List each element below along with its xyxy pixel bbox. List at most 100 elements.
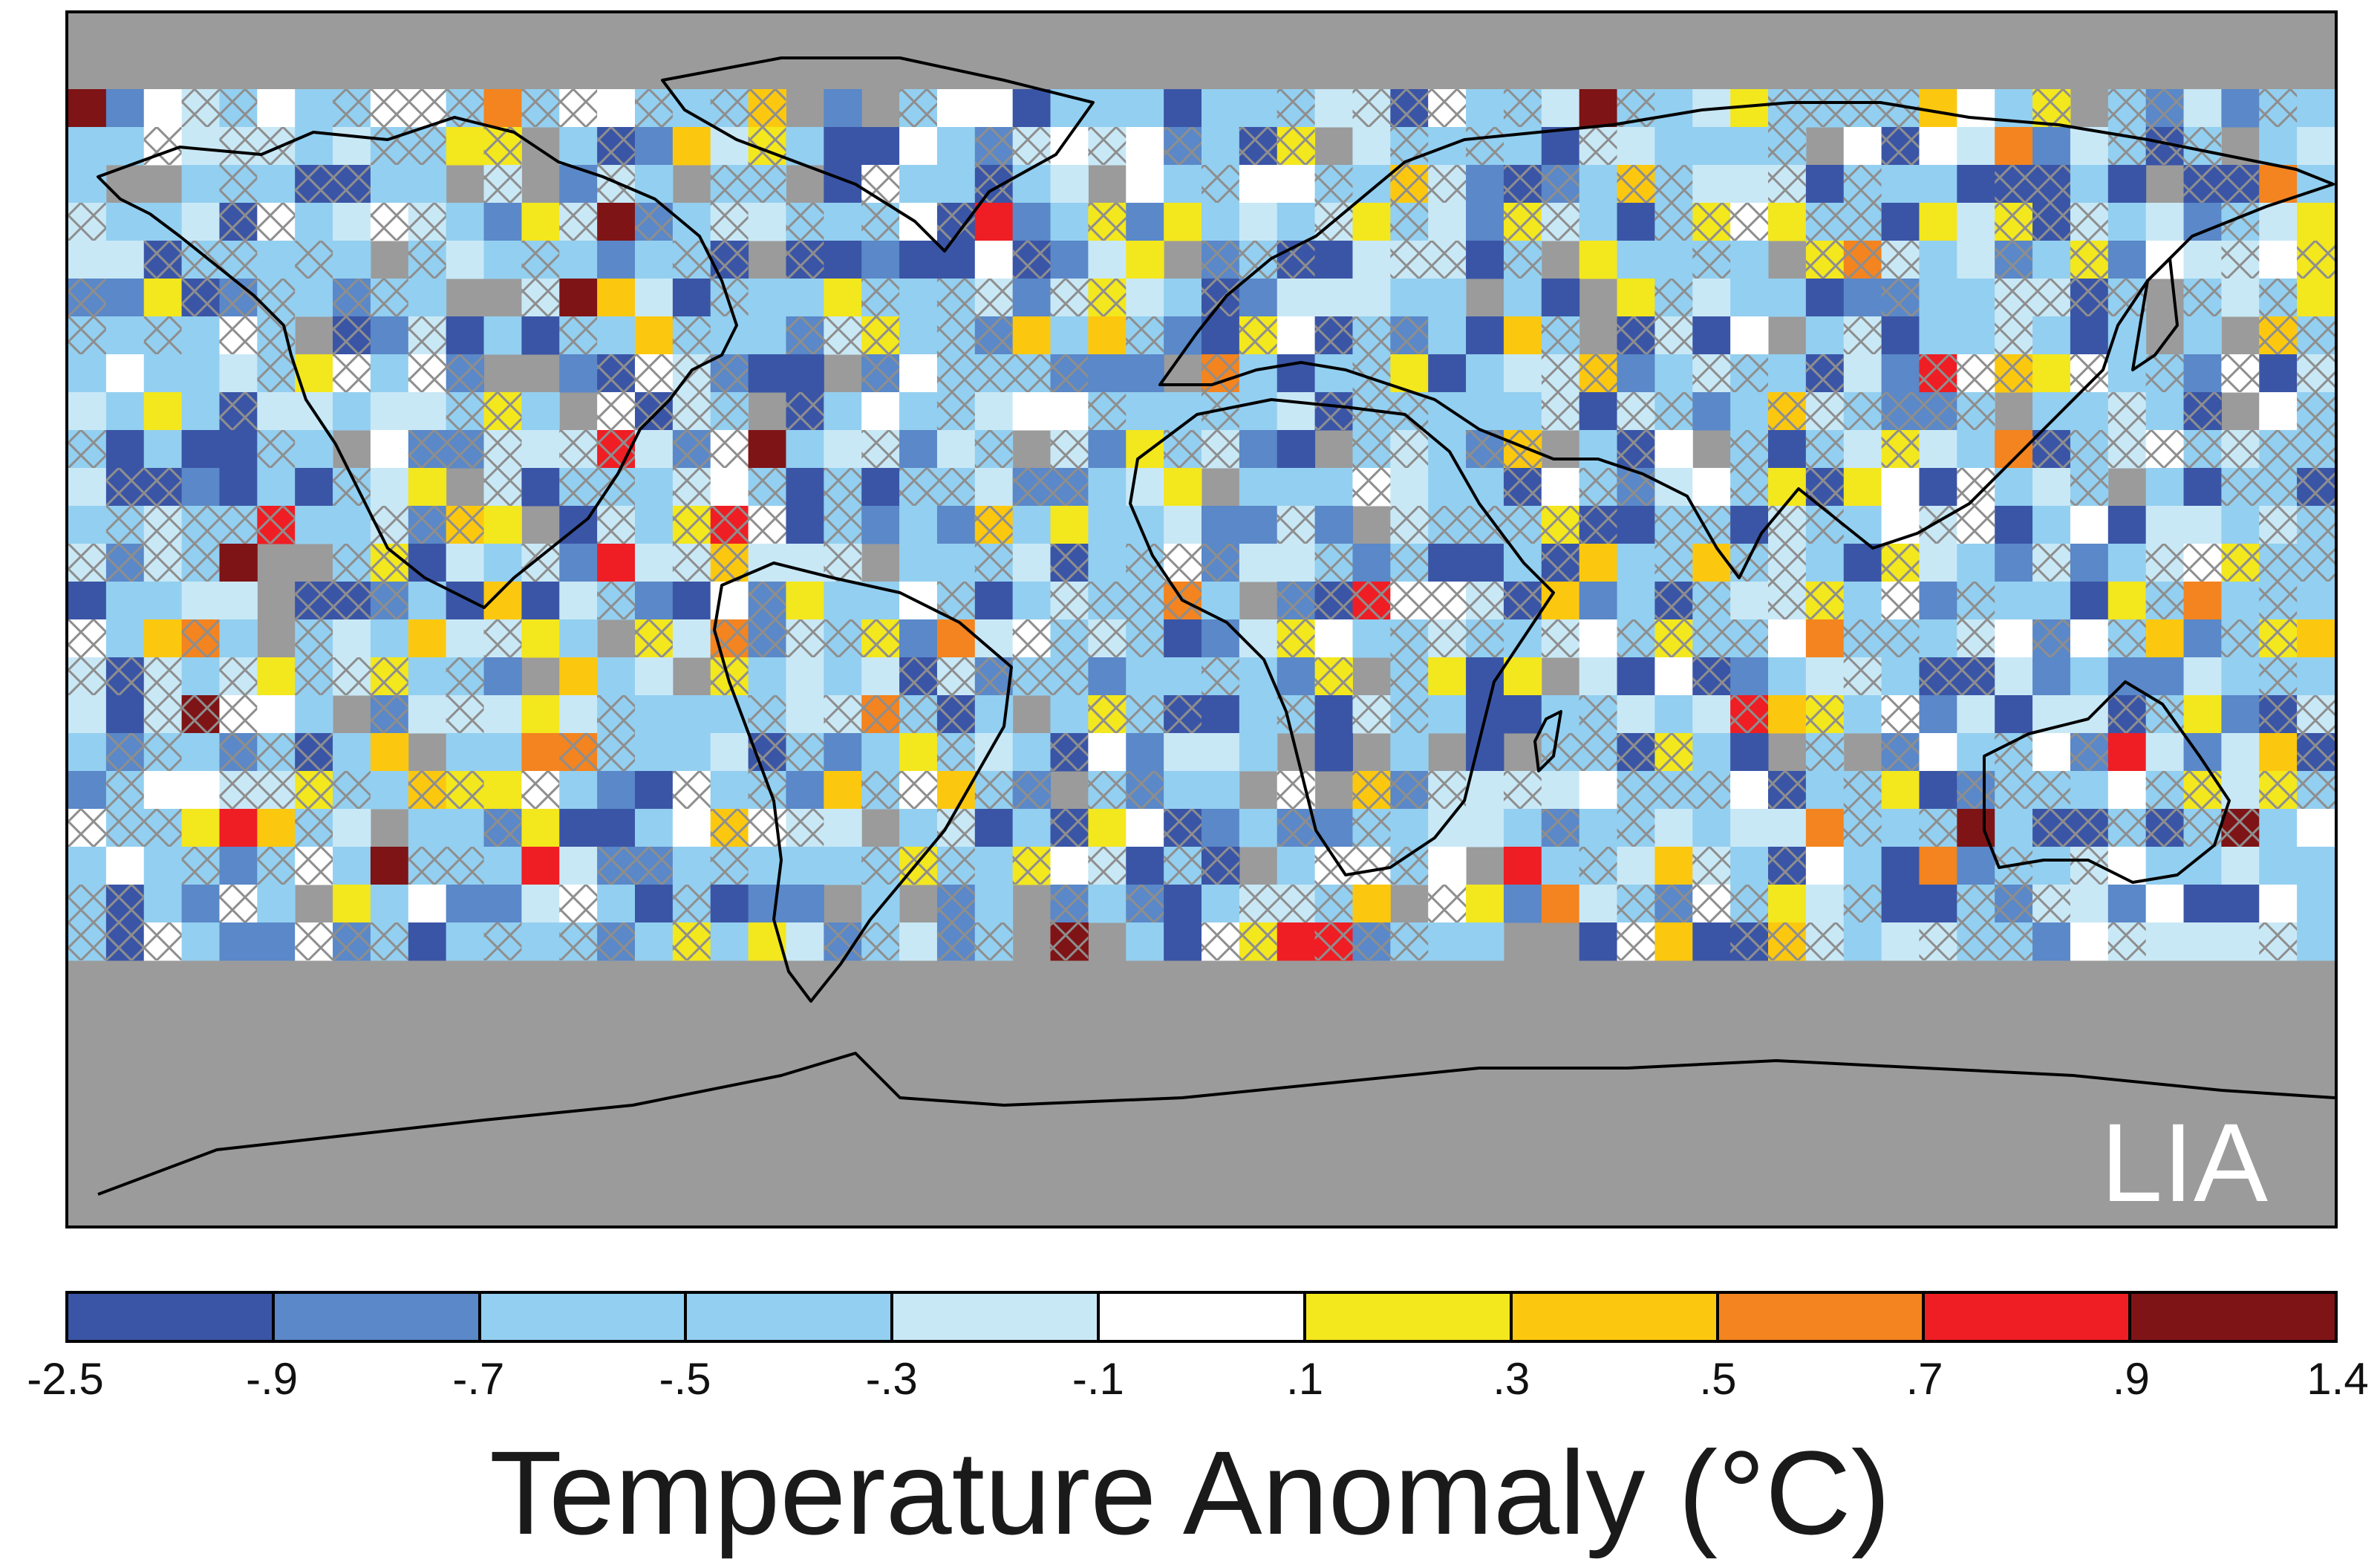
grid-cell (861, 506, 900, 544)
hatch-cell (672, 392, 711, 430)
hatch-cell (181, 279, 220, 316)
hatch-cell (1995, 771, 2033, 809)
grid-cell (1541, 127, 1580, 166)
grid-cell (1352, 203, 1391, 241)
grid-cell (1277, 392, 1316, 431)
hatch-cell (68, 544, 106, 582)
grid-cell (1050, 203, 1089, 241)
grid-cell (1088, 809, 1127, 847)
hatch-cell (1277, 506, 1315, 544)
grid-cell (446, 582, 485, 620)
hatch-cell (333, 165, 371, 203)
grid-cell (2145, 241, 2185, 279)
hatch-cell (1768, 582, 1806, 619)
grid-cell (1088, 430, 1127, 469)
hatch-cell (1050, 354, 1089, 392)
grid-cell (1164, 279, 1202, 317)
grid-cell (597, 279, 636, 317)
hatch-cell (559, 89, 598, 127)
hatch-cell (1692, 847, 1731, 885)
hatch-cell (219, 733, 258, 771)
grid-cell (1164, 506, 1202, 544)
grid-cell (1919, 619, 1957, 658)
hatch-cell (1088, 279, 1127, 316)
hatch-cell (1352, 582, 1391, 619)
hatch-cell (1050, 885, 1089, 922)
grid-cell (2183, 619, 2222, 658)
hatch-cell (1617, 885, 1655, 922)
grid-cell (181, 733, 220, 772)
hatch-cell (1995, 241, 2033, 279)
hatch-cell (1692, 354, 1731, 392)
grid-cell (824, 127, 862, 166)
grid-cell (1957, 241, 1995, 279)
hatch-cell (748, 809, 786, 847)
hatch-cell (936, 922, 975, 960)
hatch-cell (1050, 922, 1089, 960)
hatch-cell (1579, 127, 1617, 165)
grid-cell (2297, 885, 2335, 923)
grid-cell (68, 468, 107, 507)
hatch-cell (483, 392, 522, 430)
hatch-cell (786, 203, 824, 241)
hatch-cell (1730, 468, 1768, 506)
hatch-cell (710, 89, 749, 127)
grid-cell (1805, 619, 1845, 658)
grid-cell (1314, 468, 1353, 507)
hatch-cell (1428, 241, 1467, 279)
grid-cell (1805, 316, 1845, 355)
coastline-antarctica (97, 1052, 2335, 1196)
grid-cell (483, 771, 522, 810)
grid-cell (1654, 430, 1693, 469)
hatch-cell (1314, 165, 1353, 203)
grid-cell (2259, 354, 2298, 393)
hatch-cell (748, 582, 786, 619)
hatch-cell (1768, 847, 1806, 885)
grid-cell (1277, 279, 1316, 317)
grid-cell (1428, 544, 1467, 582)
hatch-cell (2032, 544, 2070, 582)
grid-cell (1164, 619, 1202, 658)
grid-cell (1088, 506, 1127, 544)
grid-cell (824, 809, 862, 847)
hatch-cell (1730, 885, 1768, 922)
hatch-cell (1805, 203, 1844, 241)
hatch-cell (219, 89, 258, 127)
hatch-cell (408, 127, 446, 165)
grid-cell (2145, 203, 2185, 241)
hatch-cell (1692, 657, 1731, 695)
grid-cell (1579, 544, 1618, 582)
hatch-cell (257, 203, 296, 241)
grid-cell (1012, 392, 1052, 431)
hatch-cell (936, 657, 975, 695)
coastline-japan (2131, 257, 2179, 371)
grid-cell (597, 885, 636, 923)
grid-cell (2183, 468, 2222, 507)
hatch-cell (786, 241, 824, 279)
grid-cell (786, 922, 824, 961)
hatch-cell (1541, 809, 1579, 847)
grid-cell (68, 695, 107, 734)
grid-cell (408, 695, 447, 734)
grid-cell (2032, 922, 2071, 961)
hatch-cell (1579, 733, 1617, 771)
grid-cell (1503, 809, 1542, 847)
grid-cell (2070, 695, 2109, 734)
hatch-cell (257, 506, 296, 544)
grid-cell (748, 657, 786, 696)
hatch-cell (559, 468, 598, 506)
grid-cell (1466, 809, 1504, 847)
grid-cell (446, 241, 485, 279)
grid-cell (408, 544, 447, 582)
grid-cell (521, 619, 560, 658)
grid-cell (1617, 354, 1655, 393)
hatch-cell (1843, 392, 1882, 430)
hatch-cell (1239, 922, 1277, 960)
hatch-cell (2032, 89, 2070, 127)
hatch-cell (2145, 89, 2184, 127)
hatch-cell (1390, 847, 1429, 885)
grid-cell (1390, 809, 1429, 847)
grid-cell (748, 354, 786, 393)
grid-cell (1503, 885, 1542, 923)
grid-cell (333, 809, 371, 847)
